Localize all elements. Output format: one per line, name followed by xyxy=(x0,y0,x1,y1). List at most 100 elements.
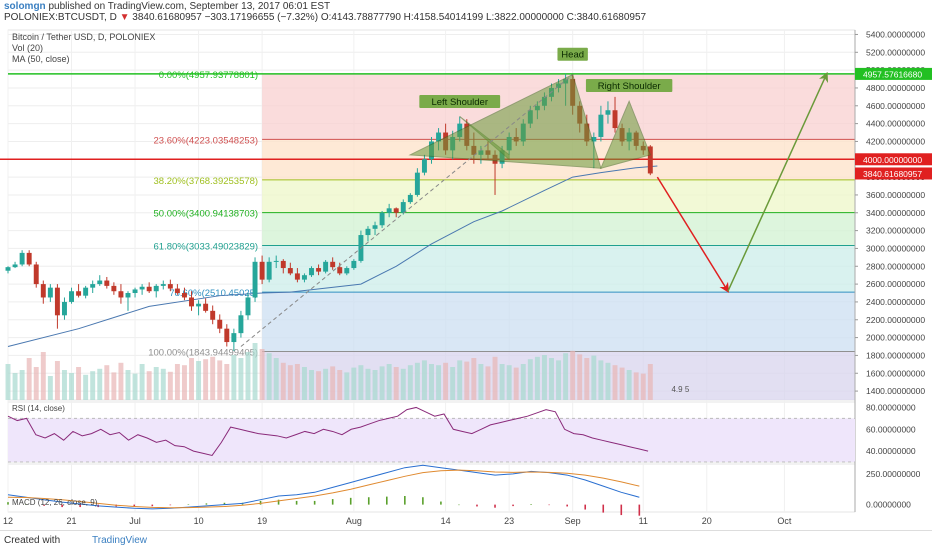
fib-trend-line xyxy=(240,74,573,347)
volume-bar xyxy=(640,373,646,400)
volume-bar xyxy=(90,371,96,400)
quote-line: POLONIEX:BTCUSDT, D ▼ 3840.61680957 −303… xyxy=(4,12,646,24)
candle-body xyxy=(54,287,60,316)
ma-legend: MA (50, close) xyxy=(12,54,70,64)
fib-zone xyxy=(262,212,856,246)
volume-bar xyxy=(189,358,194,400)
candle-body xyxy=(217,319,223,329)
rsi-band xyxy=(8,418,855,462)
candle-body xyxy=(647,146,653,174)
macd-histogram-bar xyxy=(566,504,568,507)
price-tick-label: 2800.00000000 xyxy=(866,261,925,271)
macd-histogram-bar xyxy=(476,504,478,507)
volume-bar xyxy=(534,356,540,400)
rsi-tick-label: 60.00000000 xyxy=(866,424,916,434)
volume-bar xyxy=(196,361,202,400)
macd-histogram-bar xyxy=(584,504,587,510)
time-tick-label: 20 xyxy=(702,516,712,526)
candle-body xyxy=(111,285,117,292)
volume-bar xyxy=(485,366,491,400)
volume-bar xyxy=(174,364,180,400)
candle-body xyxy=(252,261,258,298)
candle-body xyxy=(231,333,237,343)
volume-bar xyxy=(294,364,300,400)
volume-bar xyxy=(619,367,625,400)
volume-bar xyxy=(40,352,46,400)
volume-bar xyxy=(421,360,427,400)
candle-body xyxy=(132,289,138,294)
candle-body xyxy=(189,297,194,307)
volume-bar xyxy=(181,365,187,400)
publish-line: solomgn published on TradingView.com, Se… xyxy=(4,1,330,13)
fib-zone xyxy=(262,292,856,352)
signal-line xyxy=(7,469,640,509)
tradingview-brand-link[interactable]: TradingView xyxy=(92,535,148,546)
volume-bar xyxy=(224,364,230,400)
macd-histogram-bar xyxy=(638,504,641,516)
candle-body xyxy=(245,297,251,316)
candle-body xyxy=(203,303,209,311)
ma50-line xyxy=(7,165,658,347)
volume-bar xyxy=(563,353,569,400)
volume-bar xyxy=(358,365,364,400)
candle-body xyxy=(174,288,180,294)
volume-bar xyxy=(633,372,639,400)
volume-bar xyxy=(400,368,406,400)
candle-body xyxy=(273,260,279,262)
volume-legend: Vol (20) xyxy=(12,43,43,53)
price-tick-label: 1800.00000000 xyxy=(866,350,925,360)
time-tick-label: Jul xyxy=(129,516,141,526)
volume-bar xyxy=(69,373,74,400)
pattern-label: Head xyxy=(561,50,584,61)
volume-bar xyxy=(499,364,505,400)
volume-bar xyxy=(598,360,604,400)
volume-bar xyxy=(386,364,392,400)
volume-value-label: 4.9 5 xyxy=(671,385,689,394)
volume-bar xyxy=(626,370,632,400)
fib-level-label: 61.80%(3033.49023829) xyxy=(154,241,259,252)
macd-histogram-bar xyxy=(79,504,81,508)
macd-histogram-bar xyxy=(512,504,514,507)
rsi-line xyxy=(7,406,649,457)
pattern-label: Right Shoulder xyxy=(598,81,661,92)
volume-bar xyxy=(231,355,237,400)
publish-text: published on TradingView.com, September … xyxy=(48,1,331,12)
candle-body xyxy=(421,159,427,173)
price-tick-label: 4800.00000000 xyxy=(866,83,925,93)
volume-bar xyxy=(520,364,526,400)
price-tick-label: 2200.00000000 xyxy=(866,315,925,325)
time-tick-label: 19 xyxy=(257,516,267,526)
price-tag-label: 3840.61680957 xyxy=(863,169,922,179)
price-chart[interactable]: 0.00%(4957.93778801) 23.60%(4223.03548253… xyxy=(0,24,932,530)
candle-body xyxy=(400,202,406,213)
candle-body xyxy=(598,114,604,137)
candle-body xyxy=(591,136,597,142)
fib-level-label: 38.20%(3768.39253578) xyxy=(154,176,259,187)
rsi-tick-label: 40.00000000 xyxy=(866,446,916,456)
volume-bar xyxy=(19,370,25,400)
candle-body xyxy=(5,267,11,271)
candle-body xyxy=(160,284,166,286)
candle-body xyxy=(118,291,124,298)
macd-histogram-bar xyxy=(259,500,262,505)
fib-level-label: 23.60%(4223.03548253) xyxy=(154,135,259,146)
macd-histogram-bar xyxy=(422,497,424,505)
price-tick-label: 5200.00000000 xyxy=(866,47,925,57)
price-tag xyxy=(855,167,932,180)
volume-bar xyxy=(238,358,244,400)
price-tick-label: 4400.00000000 xyxy=(866,119,925,129)
macd-histogram-bar xyxy=(620,504,623,516)
price-tick-label: 1400.00000000 xyxy=(866,386,925,396)
chart-title: Bitcoin / Tether USD, D, POLONIEX xyxy=(12,32,155,42)
time-tick-label: 12 xyxy=(3,516,13,526)
time-tick-label: 10 xyxy=(194,516,204,526)
price-tick-label: 3200.00000000 xyxy=(866,226,925,236)
last-price: 3840.61680957 xyxy=(132,12,202,23)
candle-body xyxy=(386,208,392,213)
price-tick-label: 2600.00000000 xyxy=(866,279,925,289)
candle-body xyxy=(139,286,145,290)
author-link[interactable]: solomgn xyxy=(4,1,46,12)
volume-bar xyxy=(5,364,11,400)
candle-body xyxy=(76,291,82,296)
macd-histogram-bar xyxy=(169,504,172,506)
